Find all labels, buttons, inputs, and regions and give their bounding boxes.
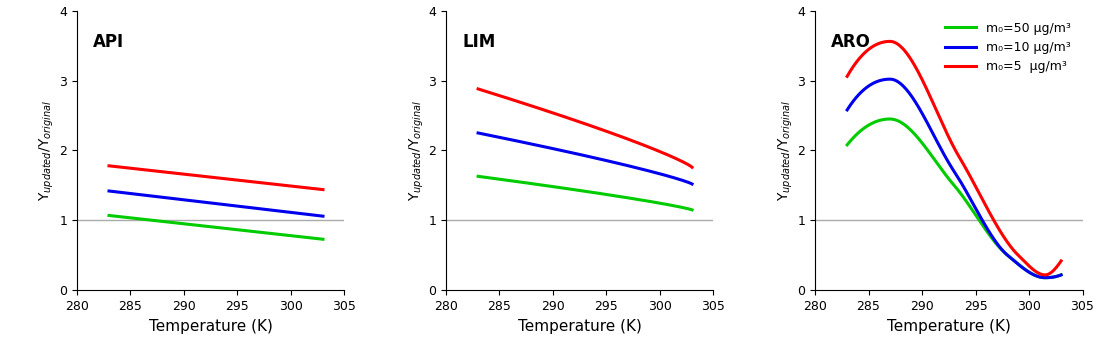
Y-axis label: Y$_{updated}$/Y$_{original}$: Y$_{updated}$/Y$_{original}$	[776, 100, 795, 201]
Text: LIM: LIM	[462, 33, 496, 51]
Text: ARO: ARO	[831, 33, 872, 51]
X-axis label: Temperature (K): Temperature (K)	[148, 319, 273, 333]
X-axis label: Temperature (K): Temperature (K)	[518, 319, 642, 333]
X-axis label: Temperature (K): Temperature (K)	[887, 319, 1011, 333]
Y-axis label: Y$_{updated}$/Y$_{original}$: Y$_{updated}$/Y$_{original}$	[38, 100, 56, 201]
Text: API: API	[93, 33, 124, 51]
Legend: m₀=50 μg/m³, m₀=10 μg/m³, m₀=5  μg/m³: m₀=50 μg/m³, m₀=10 μg/m³, m₀=5 μg/m³	[940, 17, 1076, 78]
Y-axis label: Y$_{updated}$/Y$_{original}$: Y$_{updated}$/Y$_{original}$	[408, 100, 425, 201]
